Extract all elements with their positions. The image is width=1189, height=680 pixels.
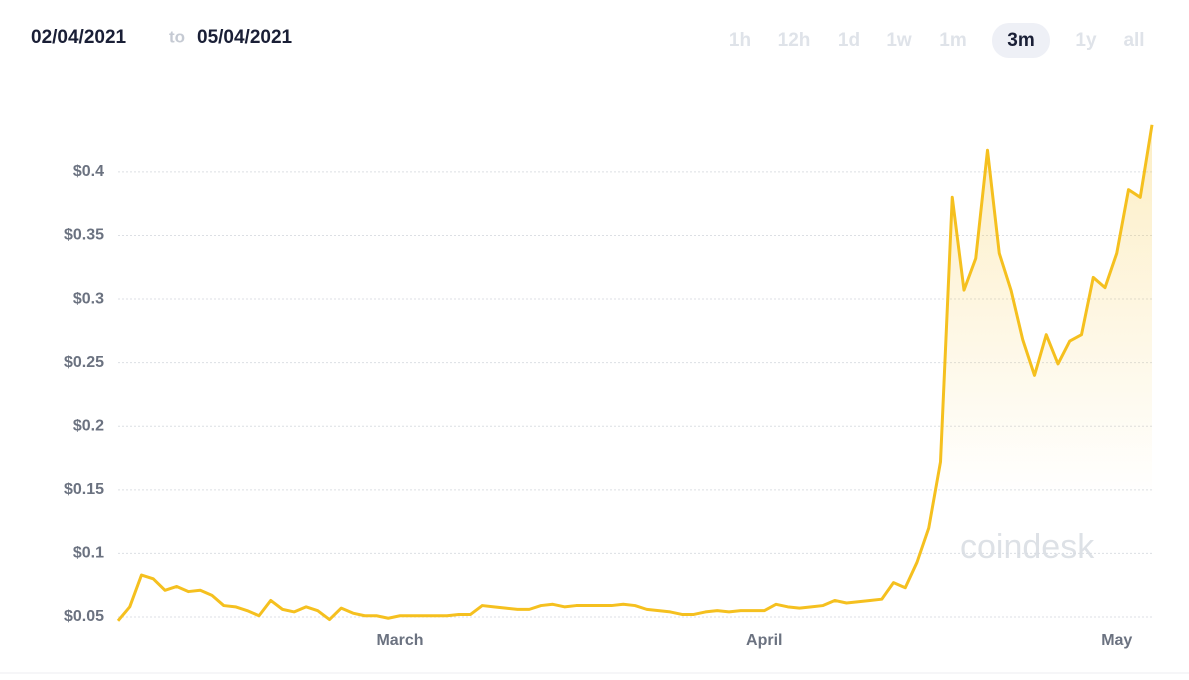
y-tick-label: $0.1 [73,545,104,562]
date-separator: to [169,27,185,46]
y-tick-label: $0.35 [64,227,104,244]
y-tick-label: $0.25 [64,354,104,371]
range-button[interactable]: 12h [778,30,811,51]
y-tick-label: $0.3 [73,290,104,307]
range-button[interactable]: all [1123,30,1144,51]
plot: $0.05 $0.1 $0.15 $0.2 $0.25 $0.3 $0.35 $0.4 Marc… [64,124,1154,649]
range-button[interactable]: 1y [1075,30,1097,51]
price-line [116,124,1154,622]
range-button[interactable]: 3m [1007,30,1034,51]
active-range-bg [992,23,1050,58]
area [118,124,1152,621]
y-tick-label: $0.05 [64,608,104,625]
end-date: 05/04/2021 [197,27,293,48]
range-button[interactable]: 1m [939,30,966,51]
x-tick-label: March [376,632,423,649]
y-tick-label: $0.2 [73,417,104,434]
y-tick-label: $0.15 [64,481,104,498]
range-button[interactable]: 1w [886,30,912,51]
x-tick-label: May [1101,632,1132,649]
range-controls: 1h 12h 1d 1w 1m 3m 1y all [729,23,1145,58]
y-tick-label: $0.4 [73,163,104,180]
x-tick-label: April [746,632,782,649]
start-date: 02/04/2021 [31,27,127,48]
range-button[interactable]: 1h [729,30,751,51]
range-button[interactable]: 1d [838,30,860,51]
